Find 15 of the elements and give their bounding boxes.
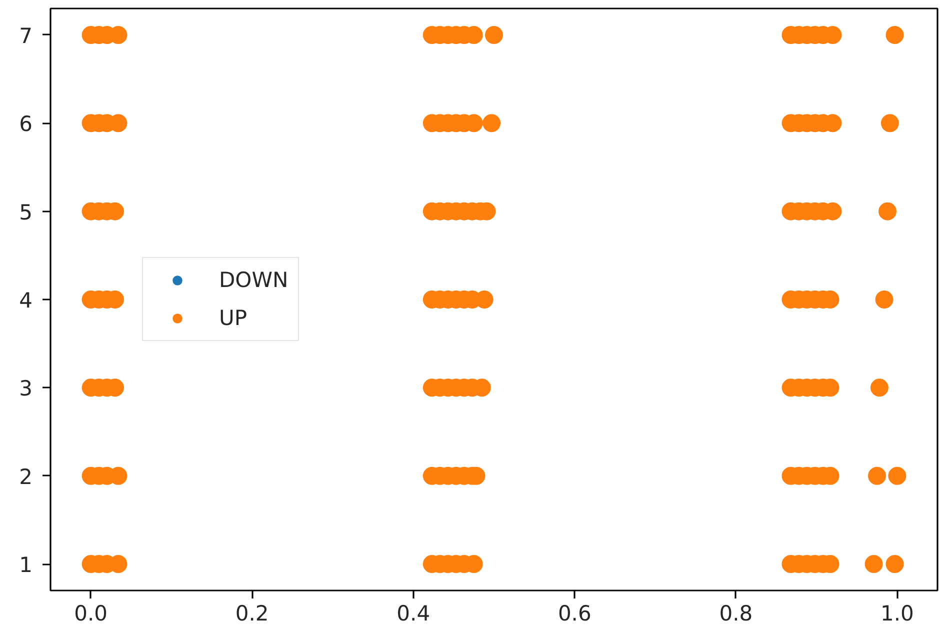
x-tick-label: 0.2: [235, 602, 269, 626]
y-tick-label: 1: [19, 553, 33, 578]
x-tick-label: 0.4: [396, 602, 430, 626]
y-tick-label: 7: [19, 24, 33, 48]
y-tick-label: 3: [19, 376, 33, 401]
legend-label: DOWN: [219, 268, 288, 292]
y-tick-label: 6: [19, 112, 33, 136]
y-tick-label: 4: [19, 288, 33, 312]
x-tick-label: 0.0: [74, 602, 108, 626]
x-tick-label: 0.8: [719, 602, 753, 626]
y-tick-label: 5: [19, 200, 33, 224]
y-tick-label: 2: [19, 464, 33, 489]
legend-label: UP: [219, 306, 248, 330]
x-tick-label: 1.0: [880, 602, 914, 626]
x-tick-label: 0.6: [558, 602, 592, 626]
